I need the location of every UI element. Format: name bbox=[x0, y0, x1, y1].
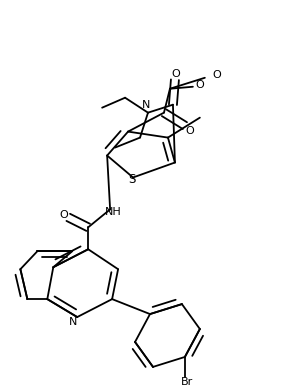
Text: S: S bbox=[128, 173, 136, 186]
Text: O: O bbox=[196, 80, 205, 90]
Text: O: O bbox=[185, 126, 194, 136]
Text: N: N bbox=[142, 100, 150, 110]
Text: Br: Br bbox=[181, 377, 193, 387]
Text: O: O bbox=[59, 210, 68, 220]
Text: NH: NH bbox=[105, 207, 122, 217]
Text: O: O bbox=[172, 69, 180, 79]
Text: N: N bbox=[69, 317, 77, 327]
Text: O: O bbox=[213, 70, 222, 80]
